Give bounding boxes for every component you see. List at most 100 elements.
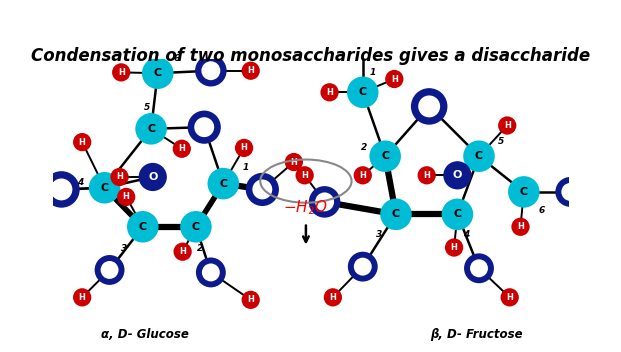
Circle shape bbox=[324, 288, 342, 307]
Text: H: H bbox=[360, 0, 366, 6]
Circle shape bbox=[347, 76, 379, 108]
Text: O: O bbox=[199, 122, 209, 132]
Text: C: C bbox=[381, 151, 389, 161]
Text: O: O bbox=[358, 262, 368, 272]
Circle shape bbox=[35, 180, 54, 199]
Text: C: C bbox=[101, 183, 109, 193]
Text: $- H_2O$: $- H_2O$ bbox=[283, 198, 329, 217]
Circle shape bbox=[411, 88, 448, 125]
Text: H: H bbox=[247, 66, 254, 75]
Text: H: H bbox=[42, 185, 48, 194]
Text: O: O bbox=[206, 66, 215, 76]
Text: C: C bbox=[520, 187, 528, 197]
Text: H: H bbox=[360, 171, 366, 180]
Text: H: H bbox=[301, 171, 308, 180]
Text: H: H bbox=[179, 247, 186, 256]
Text: O: O bbox=[425, 101, 434, 112]
Circle shape bbox=[369, 140, 401, 172]
Circle shape bbox=[235, 139, 253, 157]
Text: H: H bbox=[247, 295, 254, 304]
Text: O: O bbox=[105, 265, 114, 275]
Circle shape bbox=[463, 140, 495, 172]
Text: Condensation of two monosaccharides gives a disaccharide: Condensation of two monosaccharides give… bbox=[31, 47, 590, 65]
Text: β, D- Fructose: β, D- Fructose bbox=[430, 328, 523, 341]
Text: 5: 5 bbox=[497, 137, 504, 146]
Text: H: H bbox=[178, 144, 185, 153]
Text: H: H bbox=[123, 193, 130, 201]
Circle shape bbox=[246, 173, 279, 206]
Circle shape bbox=[348, 252, 378, 282]
Text: H: H bbox=[118, 68, 125, 77]
Text: α, D- Glucose: α, D- Glucose bbox=[101, 328, 188, 341]
Text: C: C bbox=[392, 209, 400, 219]
Text: 1: 1 bbox=[243, 163, 249, 171]
Text: C: C bbox=[359, 87, 367, 97]
Text: 6: 6 bbox=[174, 54, 180, 63]
Circle shape bbox=[443, 161, 471, 189]
Circle shape bbox=[117, 188, 135, 206]
Text: H: H bbox=[79, 138, 86, 147]
Text: H: H bbox=[154, 30, 161, 39]
Text: O: O bbox=[206, 268, 215, 277]
Text: O: O bbox=[148, 172, 158, 182]
Text: C: C bbox=[138, 222, 147, 232]
Text: 3: 3 bbox=[376, 230, 383, 239]
Circle shape bbox=[561, 183, 579, 201]
Text: H: H bbox=[451, 243, 458, 252]
Text: O: O bbox=[358, 32, 368, 43]
Text: H: H bbox=[330, 293, 337, 302]
Circle shape bbox=[180, 211, 212, 243]
Text: H: H bbox=[391, 75, 398, 83]
Circle shape bbox=[511, 218, 530, 236]
Text: H: H bbox=[506, 293, 513, 302]
Text: C: C bbox=[147, 124, 155, 134]
Circle shape bbox=[385, 70, 404, 88]
Text: H: H bbox=[79, 293, 86, 302]
Circle shape bbox=[320, 83, 338, 101]
Circle shape bbox=[101, 261, 119, 279]
Text: H: H bbox=[240, 143, 248, 152]
Circle shape bbox=[89, 172, 120, 203]
Circle shape bbox=[498, 117, 516, 134]
Circle shape bbox=[442, 199, 473, 230]
Circle shape bbox=[196, 258, 226, 287]
Text: H: H bbox=[604, 187, 610, 196]
Text: 4: 4 bbox=[76, 178, 83, 187]
Circle shape bbox=[111, 168, 129, 186]
Circle shape bbox=[195, 55, 227, 87]
Text: O: O bbox=[320, 197, 329, 207]
Circle shape bbox=[508, 176, 540, 208]
Circle shape bbox=[555, 177, 585, 207]
Text: C: C bbox=[219, 178, 227, 189]
Text: O: O bbox=[258, 184, 267, 194]
Circle shape bbox=[148, 25, 167, 43]
Circle shape bbox=[73, 288, 91, 307]
Circle shape bbox=[194, 117, 214, 137]
Circle shape bbox=[354, 258, 372, 276]
Text: H: H bbox=[504, 121, 510, 130]
Text: 5: 5 bbox=[144, 103, 150, 112]
Text: 3: 3 bbox=[121, 244, 128, 253]
Circle shape bbox=[173, 140, 191, 158]
Circle shape bbox=[353, 0, 372, 10]
Circle shape bbox=[142, 57, 173, 89]
Circle shape bbox=[464, 253, 494, 283]
Circle shape bbox=[138, 163, 167, 191]
Circle shape bbox=[207, 168, 239, 199]
Text: 2: 2 bbox=[361, 143, 368, 152]
Circle shape bbox=[285, 153, 303, 171]
Circle shape bbox=[127, 211, 158, 243]
Circle shape bbox=[501, 288, 519, 307]
Circle shape bbox=[43, 171, 79, 208]
Circle shape bbox=[202, 264, 220, 281]
Circle shape bbox=[309, 186, 340, 218]
Text: 2: 2 bbox=[197, 244, 203, 253]
Circle shape bbox=[188, 111, 221, 144]
Text: 1: 1 bbox=[369, 68, 376, 77]
Text: C: C bbox=[153, 68, 162, 78]
Circle shape bbox=[201, 61, 220, 80]
Text: H: H bbox=[291, 158, 297, 166]
Circle shape bbox=[597, 183, 616, 201]
Text: O: O bbox=[453, 170, 462, 180]
Circle shape bbox=[296, 166, 314, 184]
